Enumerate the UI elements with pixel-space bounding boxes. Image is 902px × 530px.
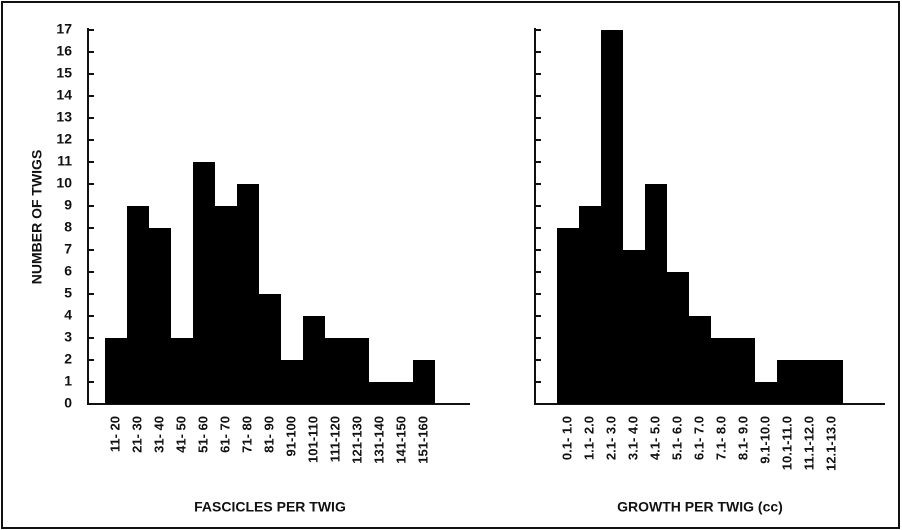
y-tick-label: 1 <box>64 373 72 389</box>
x-tick-label: 8.1- 9.0 <box>735 416 750 460</box>
bar <box>623 250 645 404</box>
y-tick-label: 8 <box>64 219 72 235</box>
y-tick-label: 12 <box>56 131 72 147</box>
x-tick-label: 111-120 <box>327 416 342 462</box>
y-tick-label: 9 <box>64 197 72 213</box>
bar <box>369 382 391 404</box>
bar <box>391 382 413 404</box>
x-tick-label: 121-130 <box>349 416 364 464</box>
bar <box>325 338 347 404</box>
y-tick-label: 10 <box>56 175 72 191</box>
x-tick-label: 71- 80 <box>239 416 254 453</box>
bar <box>755 382 777 404</box>
x-tick-label: 61- 70 <box>217 416 232 453</box>
x-tick-label: 4.1- 5.0 <box>647 416 662 460</box>
y-tick-label: 7 <box>64 241 72 257</box>
y-tick-label: 3 <box>64 329 72 345</box>
x-tick-label: 10.1-11.0 <box>779 416 794 470</box>
x-tick-label: 3.1- 4.0 <box>625 416 640 460</box>
bar <box>601 30 623 404</box>
x-tick-label: 1.1- 2.0 <box>581 416 596 460</box>
y-tick-label: 17 <box>56 21 72 37</box>
x-tick-label: 151-160 <box>415 416 430 464</box>
bar <box>413 360 435 404</box>
y-axis-label: NUMBER OF TWIGS <box>29 150 45 285</box>
bar <box>215 206 237 404</box>
bar <box>689 316 711 404</box>
bar <box>259 294 281 404</box>
x-axis-label: FASCICLES PER TWIG <box>194 499 346 515</box>
y-tick-label: 6 <box>64 263 72 279</box>
x-tick-label: 9.1-10.0 <box>757 416 772 464</box>
bar <box>557 228 579 404</box>
x-tick-label: 21- 30 <box>129 416 144 453</box>
y-tick-label: 13 <box>56 109 72 125</box>
y-tick-label: 0 <box>64 395 72 411</box>
x-tick-label: 0.1- 1.0 <box>559 416 574 460</box>
bar <box>281 360 303 404</box>
x-tick-label: 101-110 <box>305 416 320 463</box>
bar <box>127 206 149 404</box>
x-tick-label: 11.1-12.0 <box>801 416 816 470</box>
bar <box>733 338 755 404</box>
x-tick-label: 41- 50 <box>173 416 188 453</box>
bar <box>193 162 215 404</box>
bar <box>645 184 667 404</box>
bar <box>579 206 601 404</box>
y-tick-label: 5 <box>64 285 72 301</box>
bar <box>667 272 689 404</box>
bar <box>171 338 193 404</box>
x-tick-label: 31- 40 <box>151 416 166 453</box>
bar <box>105 338 127 404</box>
y-tick-label: 4 <box>64 307 72 323</box>
x-tick-label: 131-140 <box>371 416 386 464</box>
x-tick-label: 12.1-13.0 <box>823 416 838 471</box>
x-tick-label: 91-100 <box>283 416 298 456</box>
bar <box>799 360 821 404</box>
y-tick-label: 15 <box>56 65 72 81</box>
bar <box>777 360 799 404</box>
x-tick-label: 5.1- 6.0 <box>669 416 684 460</box>
x-tick-label: 141-150 <box>393 416 408 464</box>
bar <box>711 338 733 404</box>
bar <box>303 316 325 404</box>
y-tick-label: 14 <box>56 87 72 103</box>
x-tick-label: 51- 60 <box>195 416 210 453</box>
x-axis-label: GROWTH PER TWIG (cc) <box>617 499 783 515</box>
x-tick-label: 2.1- 3.0 <box>603 416 618 460</box>
x-tick-label: 11- 20 <box>107 416 122 452</box>
x-tick-label: 81- 90 <box>261 416 276 453</box>
y-tick-label: 16 <box>56 43 72 59</box>
bar <box>237 184 259 404</box>
x-tick-label: 6.1- 7.0 <box>691 416 706 460</box>
bar <box>347 338 369 404</box>
bar <box>821 360 843 404</box>
bar <box>149 228 171 404</box>
y-tick-label: 2 <box>64 351 72 367</box>
y-tick-label: 11 <box>57 153 72 169</box>
x-tick-label: 7.1- 8.0 <box>713 416 728 460</box>
